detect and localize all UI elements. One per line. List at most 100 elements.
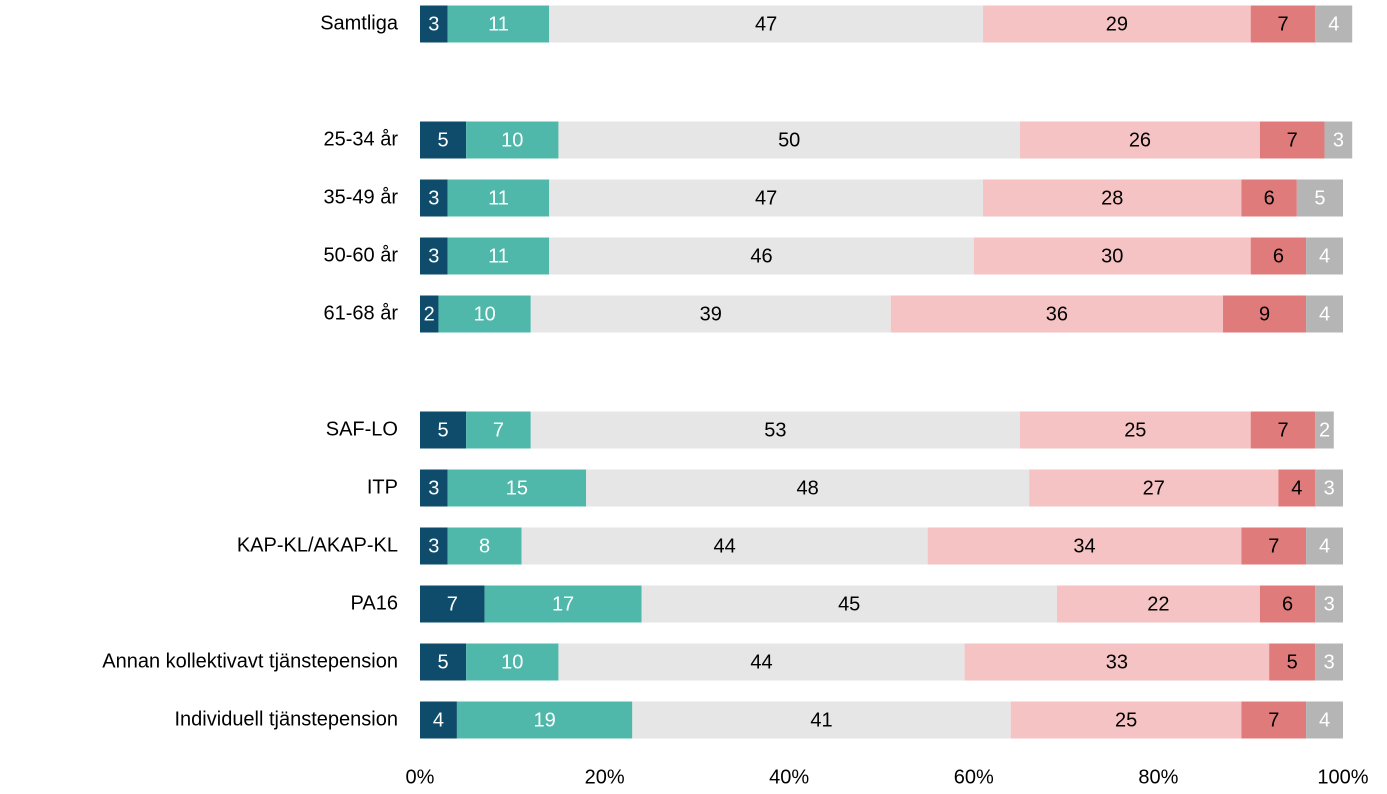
- data-label: 4: [1319, 709, 1330, 731]
- bar-segment: [530, 411, 1020, 449]
- bar-segment: [1250, 5, 1316, 43]
- data-label: 7: [1287, 129, 1298, 151]
- data-label: 36: [1046, 303, 1068, 325]
- bar-segment: [641, 585, 1057, 623]
- bar-segment: [530, 295, 891, 333]
- data-label: 3: [1333, 129, 1344, 151]
- y-tick-label: PA16: [351, 592, 398, 614]
- bar-segment: [1296, 179, 1343, 217]
- bar-segment: [983, 179, 1242, 217]
- bar-segment: [1315, 411, 1334, 449]
- bar-segment: [420, 5, 448, 43]
- bar-segment: [521, 527, 928, 565]
- data-label: 28: [1101, 187, 1123, 209]
- data-label: 3: [1324, 477, 1335, 499]
- y-tick-label: ITP: [367, 476, 398, 498]
- y-tick-label: 25-34 år: [324, 128, 399, 150]
- bar-segment: [1250, 237, 1307, 275]
- bar-segment: [1315, 5, 1353, 43]
- bar-segment: [983, 5, 1251, 43]
- bar-segment: [973, 237, 1251, 275]
- bar-segment: [466, 121, 559, 159]
- y-tick-label: Annan kollektivavt tjänstepension: [102, 650, 398, 672]
- bar-segment: [420, 701, 457, 739]
- x-tick-label: 100%: [1317, 766, 1368, 788]
- bar-segment: [420, 643, 467, 681]
- bar-segment: [1306, 527, 1343, 565]
- bar-segment: [890, 295, 1224, 333]
- bar-segment: [1324, 121, 1353, 159]
- data-label: 7: [1277, 13, 1288, 35]
- bar-segment: [447, 179, 550, 217]
- bar-segment: [466, 411, 531, 449]
- data-label: 3: [428, 535, 439, 557]
- data-label: 45: [838, 593, 860, 615]
- y-tick-label: Individuell tjänstepension: [175, 708, 399, 730]
- data-label: 5: [1314, 187, 1325, 209]
- bar-segment: [456, 701, 633, 739]
- data-label: 19: [533, 709, 555, 731]
- bar-segment: [420, 179, 448, 217]
- data-label: 30: [1101, 245, 1123, 267]
- data-label: 4: [433, 709, 444, 731]
- bar-segment: [1241, 527, 1307, 565]
- data-label: 5: [438, 419, 449, 441]
- bar-segment: [964, 643, 1270, 681]
- bar-segment: [1259, 585, 1316, 623]
- bar-segment: [1241, 701, 1307, 739]
- bar-segment: [466, 643, 559, 681]
- data-label: 3: [1324, 593, 1335, 615]
- bar-segment: [1250, 411, 1316, 449]
- data-label: 47: [755, 187, 777, 209]
- data-label: 4: [1291, 477, 1302, 499]
- bar-segment: [447, 237, 550, 275]
- data-label: 8: [479, 535, 490, 557]
- bar-segment: [1306, 701, 1343, 739]
- data-label: 41: [810, 709, 832, 731]
- data-label: 3: [428, 245, 439, 267]
- data-label: 6: [1264, 187, 1275, 209]
- data-label: 48: [797, 477, 819, 499]
- bar-segment: [438, 295, 531, 333]
- bar-segment: [1269, 643, 1316, 681]
- data-label: 6: [1273, 245, 1284, 267]
- data-label: 9: [1259, 303, 1270, 325]
- data-label: 3: [428, 187, 439, 209]
- bar-segment: [927, 527, 1242, 565]
- bar-segment: [1029, 469, 1279, 507]
- x-tick-label: 0%: [406, 766, 435, 788]
- bar-segment: [1223, 295, 1307, 333]
- data-label: 47: [755, 13, 777, 35]
- bar-segment: [484, 585, 642, 623]
- bar-segment: [1019, 121, 1260, 159]
- data-label: 27: [1143, 477, 1165, 499]
- data-label: 4: [1319, 303, 1330, 325]
- y-tick-label: KAP-KL/AKAP-KL: [237, 534, 398, 556]
- data-label: 15: [506, 477, 528, 499]
- bar-segment: [447, 5, 550, 43]
- bar-segment: [1315, 469, 1343, 507]
- y-tick-label: Samtliga: [320, 12, 399, 34]
- x-tick-label: 80%: [1138, 766, 1178, 788]
- bar-segment: [632, 701, 1011, 739]
- y-tick-label: 50-60 år: [324, 244, 399, 266]
- data-label: 39: [700, 303, 722, 325]
- bar-segment: [1315, 585, 1343, 623]
- data-label: 4: [1319, 245, 1330, 267]
- data-label: 22: [1147, 593, 1169, 615]
- y-tick-label: 61-68 år: [324, 302, 399, 324]
- data-label: 33: [1106, 651, 1128, 673]
- bar-segment: [420, 411, 467, 449]
- bar-segment: [1019, 411, 1251, 449]
- data-label: 44: [713, 535, 735, 557]
- data-label: 3: [428, 13, 439, 35]
- data-label: 7: [1277, 419, 1288, 441]
- data-label: 25: [1115, 709, 1137, 731]
- data-label: 11: [488, 13, 509, 35]
- data-label: 3: [1324, 651, 1335, 673]
- data-label: 26: [1129, 129, 1151, 151]
- bar-segment: [549, 237, 974, 275]
- bar-segment: [558, 121, 1020, 159]
- data-label: 11: [488, 245, 509, 267]
